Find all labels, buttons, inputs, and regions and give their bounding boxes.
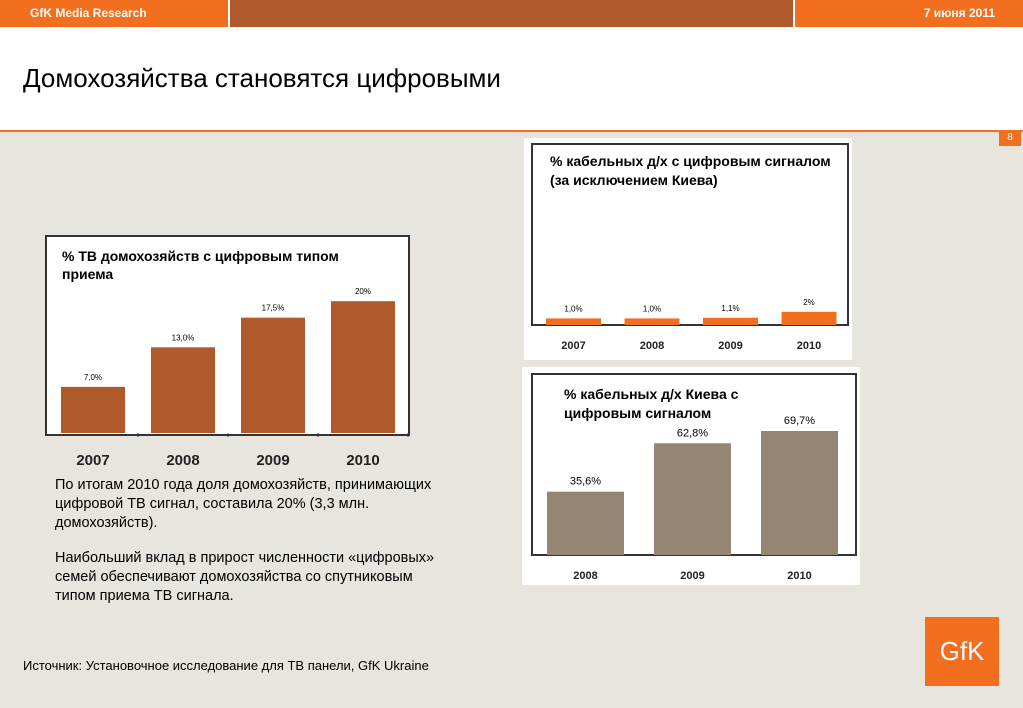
bar: [654, 443, 731, 555]
gfk-logo: GfK: [925, 617, 999, 686]
data-label: 13,0%: [172, 333, 195, 342]
bar: [61, 386, 125, 433]
category-label: 2008: [166, 452, 199, 469]
data-label: 7,0%: [84, 373, 102, 382]
summary-paragraph: Наибольший вклад в прирост численности «…: [55, 550, 435, 604]
data-label: 1,1%: [721, 304, 739, 313]
category-label: 2009: [256, 452, 289, 469]
bar: [151, 347, 215, 433]
bar: [781, 311, 837, 325]
divider: [793, 0, 795, 27]
bar: [547, 491, 624, 555]
category-label: 2010: [346, 452, 379, 469]
category-label: 2009: [680, 570, 704, 582]
bar: [703, 317, 758, 325]
data-label: 62,8%: [677, 427, 708, 439]
category-label: 2010: [797, 340, 821, 352]
company-name: GfK Media Research: [0, 0, 228, 27]
summary-paragraph: По итогам 2010 года доля домохозяйств, п…: [55, 477, 432, 531]
bar: [241, 317, 305, 433]
category-label: 2008: [640, 340, 664, 352]
data-label: 69,7%: [784, 415, 815, 427]
chart-title: % ТВ домохозяйств с цифровым типом прием…: [62, 248, 339, 282]
category-label: 2008: [573, 570, 597, 582]
chart-title: % кабельных д/х с цифровым сигналом (за …: [550, 153, 831, 188]
data-label: 1,0%: [643, 304, 661, 313]
date-label: 7 июня 2011: [795, 0, 1023, 27]
divider: [0, 130, 1023, 132]
bar: [761, 430, 838, 555]
category-label: 2009: [718, 340, 742, 352]
bar: [624, 318, 680, 325]
data-label: 17,5%: [262, 304, 285, 313]
data-label: 35,6%: [570, 476, 601, 488]
bar: [546, 318, 601, 325]
data-label: 1,0%: [564, 304, 582, 313]
category-label: 2007: [76, 452, 109, 469]
data-label: 20%: [355, 287, 371, 296]
category-label: 2010: [787, 570, 811, 582]
slide-header: Домохозяйства становятся цифровыми: [0, 27, 1023, 130]
chart-frame-cable: [531, 143, 849, 326]
divider: [228, 0, 230, 27]
top-bar: GfK Media Research 7 июня 2011: [0, 0, 1023, 27]
page-number: 8: [999, 130, 1021, 146]
chart-title: % кабельных д/х Киева с цифровым сигнало…: [564, 386, 739, 421]
bar: [331, 301, 395, 433]
page-title: Домохозяйства становятся цифровыми: [23, 63, 501, 93]
source-note: Источник: Установочное исследование для …: [23, 658, 429, 673]
data-label: 2%: [803, 298, 815, 307]
category-label: 2007: [561, 340, 585, 352]
